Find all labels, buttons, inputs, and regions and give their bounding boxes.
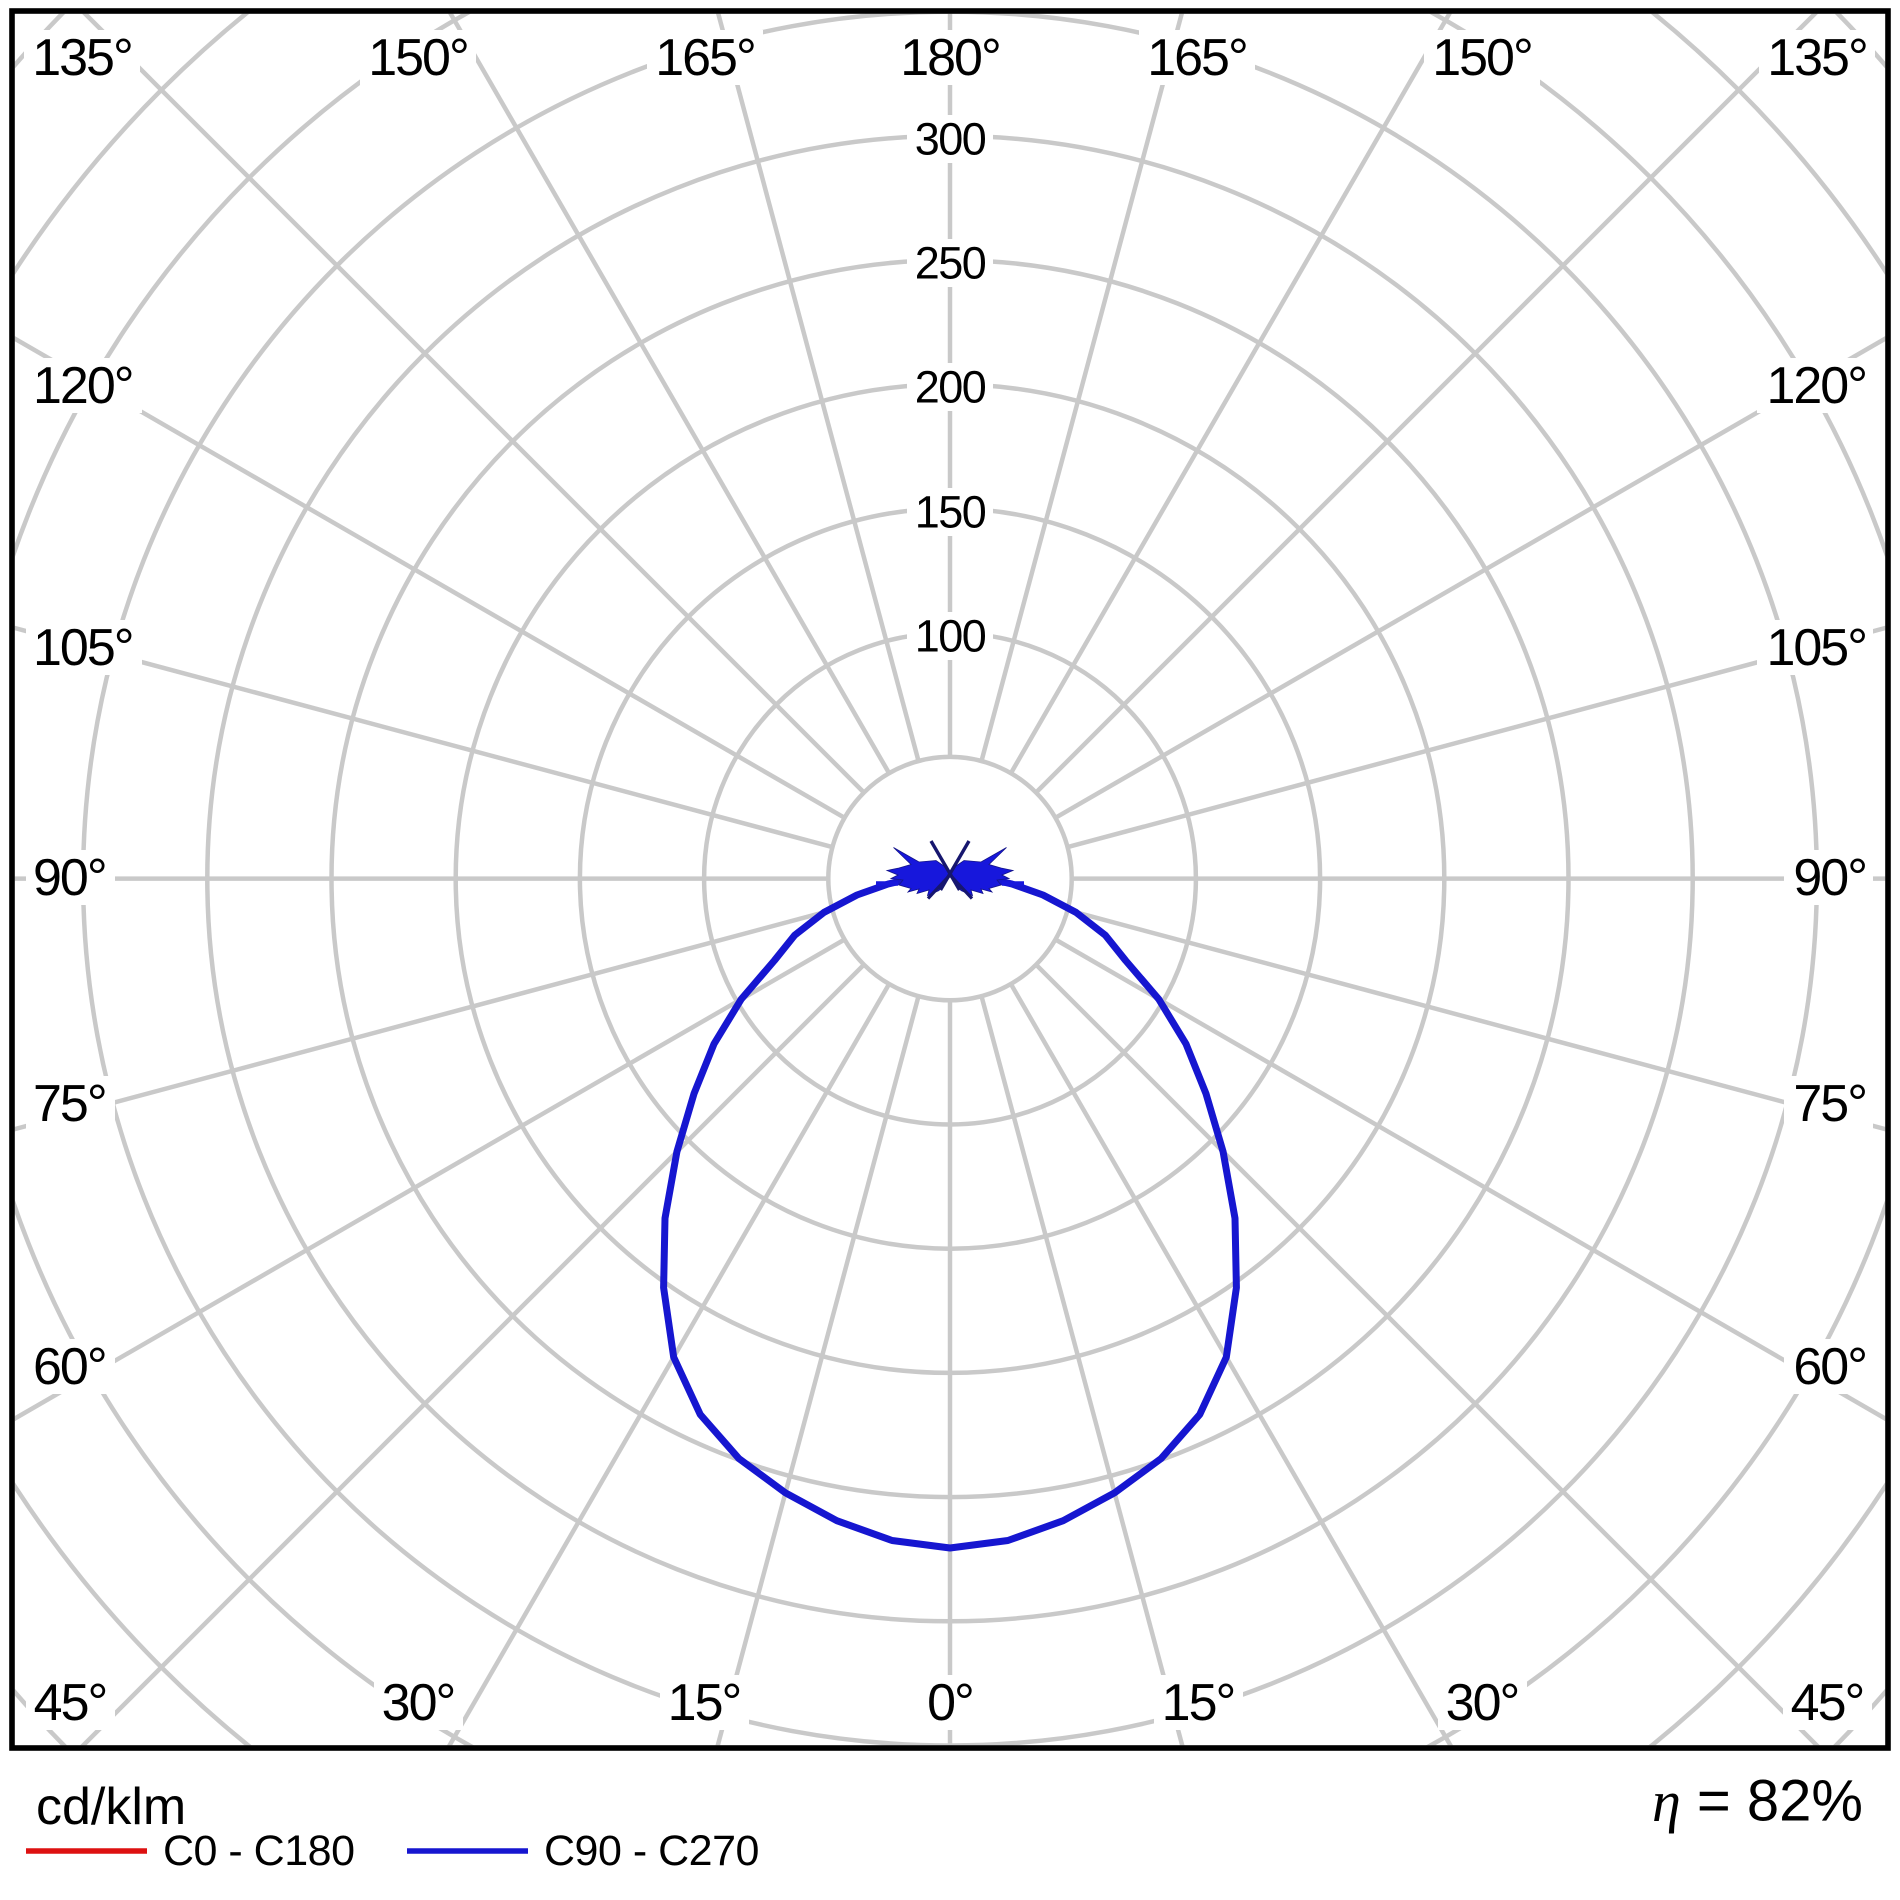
svg-text:150°: 150°: [1432, 29, 1532, 87]
svg-text:135°: 135°: [32, 29, 132, 87]
svg-text:120°: 120°: [1766, 357, 1866, 415]
svg-text:30°: 30°: [382, 1674, 455, 1732]
svg-text:60°: 60°: [33, 1338, 106, 1396]
svg-text:0°: 0°: [927, 1674, 973, 1732]
svg-text:90°: 90°: [1793, 849, 1866, 907]
svg-text:300: 300: [915, 114, 986, 165]
svg-text:120°: 120°: [33, 357, 133, 415]
svg-text:30°: 30°: [1446, 1674, 1519, 1732]
svg-text:C0 - C180: C0 - C180: [163, 1827, 354, 1875]
svg-text:C90 - C270: C90 - C270: [544, 1827, 759, 1875]
svg-text:105°: 105°: [1766, 619, 1866, 677]
svg-text:200: 200: [915, 362, 986, 413]
svg-text:60°: 60°: [1793, 1338, 1866, 1396]
svg-text:75°: 75°: [33, 1075, 106, 1133]
svg-text:15°: 15°: [668, 1674, 741, 1732]
svg-text:100: 100: [915, 611, 986, 662]
svg-text:15°: 15°: [1162, 1674, 1235, 1732]
svg-text:135°: 135°: [1767, 29, 1867, 87]
svg-text:η = 82%: η = 82%: [1652, 1769, 1863, 1834]
svg-text:150: 150: [915, 487, 986, 538]
svg-text:165°: 165°: [655, 29, 755, 87]
svg-text:90°: 90°: [33, 849, 106, 907]
svg-text:75°: 75°: [1793, 1075, 1866, 1133]
svg-text:cd/klm: cd/klm: [36, 1778, 186, 1836]
svg-text:45°: 45°: [34, 1674, 107, 1732]
svg-text:180°: 180°: [900, 29, 1000, 87]
svg-text:45°: 45°: [1791, 1674, 1864, 1732]
svg-text:105°: 105°: [33, 619, 133, 677]
svg-text:150°: 150°: [368, 29, 468, 87]
svg-text:250: 250: [915, 238, 986, 289]
svg-text:165°: 165°: [1147, 29, 1247, 87]
